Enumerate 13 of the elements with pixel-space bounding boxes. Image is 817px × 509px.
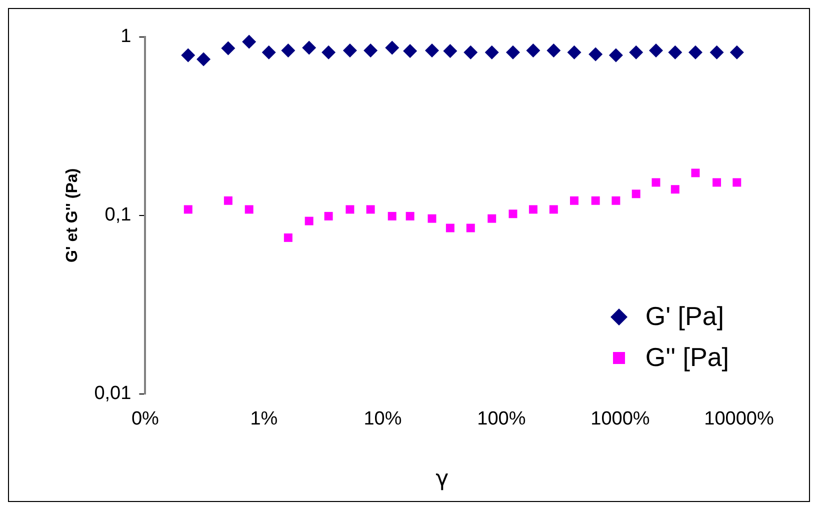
x-tick-label: 10000%	[704, 408, 774, 430]
x-tick-label: 1%	[250, 408, 278, 430]
x-tick-label: 10%	[364, 408, 402, 430]
y-tick-label: 0,01	[94, 383, 132, 404]
x-tick-label: 1000%	[590, 408, 650, 430]
y-tick-label: 0,1	[104, 204, 132, 226]
x-tick-label: 100%	[477, 408, 526, 430]
y-axis-title: G' et G'' (Pa)	[64, 168, 82, 262]
x-axis-title: γ	[436, 466, 449, 492]
x-tick-label: 0%	[131, 408, 160, 430]
legend-label: G'' [Pa]	[645, 342, 729, 373]
legend-label: G' [Pa]	[645, 301, 724, 332]
y-tick-label: 1	[120, 26, 132, 48]
